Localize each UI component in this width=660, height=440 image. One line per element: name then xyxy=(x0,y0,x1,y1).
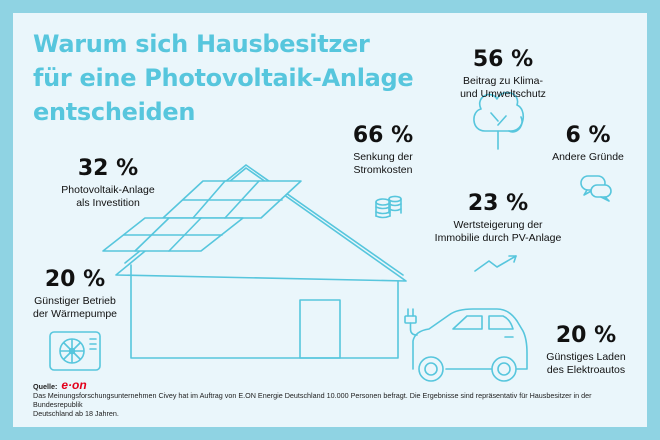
stat-strom-line-2: Stromkosten xyxy=(353,164,413,176)
title-line-1: Warum sich Hausbesitzer xyxy=(33,30,370,58)
stat-wert-line-1: Wertsteigerung der xyxy=(453,219,543,231)
eon-logo: e·on xyxy=(61,378,87,392)
source-note-line-2: Deutschland ab 18 Jahren. xyxy=(33,409,119,418)
source-label: Quelle: xyxy=(33,382,58,391)
stat-invest-label: Photovoltaik-Anlage als Investition xyxy=(33,184,183,210)
title-line-2: für eine Photovoltaik-Anlage xyxy=(33,64,414,92)
stat-invest-percent: 32 % xyxy=(77,156,139,181)
title-line-3: entscheiden xyxy=(33,98,196,126)
stat-klima-percent: 56 % xyxy=(472,47,534,72)
page-title: Warum sich Hausbesitzer für eine Photovo… xyxy=(33,27,453,129)
speech-bubbles-icon xyxy=(580,175,612,202)
tree-icon xyxy=(473,91,524,150)
stat-waerme: 20 % Günstiger Betrieb der Wärmepumpe xyxy=(13,267,140,321)
stat-laden-percent: 20 % xyxy=(555,323,617,348)
stat-laden-label: Günstiges Laden des Elektroautos xyxy=(531,351,641,377)
stat-laden: 20 % Günstiges Laden des Elektroautos xyxy=(531,323,641,377)
solar-house-icon xyxy=(102,164,407,359)
stat-waerme-line-1: Günstiger Betrieb xyxy=(34,295,116,307)
source-note: Quelle: e·on Das Meinungsforschungsunter… xyxy=(33,378,633,418)
stat-invest-line-1: Photovoltaik-Anlage xyxy=(61,184,155,196)
stat-strom-percent: 66 % xyxy=(352,123,414,148)
stat-strom-line-1: Senkung der xyxy=(353,151,413,163)
stat-klima-line-1: Beitrag zu Klima- xyxy=(463,75,543,87)
stat-strom-label: Senkung der Stromkosten xyxy=(318,151,448,177)
source-note-line-1: Das Meinungsforschungsunternehmen Civey … xyxy=(33,391,592,409)
ev-plug-icon xyxy=(404,308,418,336)
electric-car-icon xyxy=(412,308,528,382)
stat-waerme-label: Günstiger Betrieb der Wärmepumpe xyxy=(13,295,140,321)
source-header: Quelle: e·on xyxy=(33,378,633,392)
stat-klima-label: Beitrag zu Klima- und Umweltschutz xyxy=(428,75,578,101)
stat-andere: 6 % Andere Gründe xyxy=(538,123,638,164)
stat-waerme-line-2: der Wärmepumpe xyxy=(32,308,118,320)
stat-wert-line-2: Immobilie durch PV-Anlage xyxy=(434,232,562,244)
trend-arrow-icon xyxy=(474,255,517,272)
stat-laden-line-2: des Elektroautos xyxy=(546,364,626,376)
coins-icon xyxy=(375,195,402,219)
heat-pump-icon xyxy=(49,331,101,371)
stat-waerme-percent: 20 % xyxy=(44,267,106,292)
stat-strom: 66 % Senkung der Stromkosten xyxy=(318,123,448,177)
stat-wert-label: Wertsteigerung der Immobilie durch PV-An… xyxy=(413,219,583,245)
stat-andere-percent: 6 % xyxy=(565,123,611,148)
stat-wert-percent: 23 % xyxy=(467,191,529,216)
stat-wert: 23 % Wertsteigerung der Immobilie durch … xyxy=(413,191,583,245)
stat-invest: 32 % Photovoltaik-Anlage als Investition xyxy=(33,156,183,210)
stat-andere-line-1: Andere Gründe xyxy=(552,151,624,163)
stat-invest-line-2: als Investition xyxy=(76,197,140,209)
stat-klima-line-2: und Umweltschutz xyxy=(460,88,546,100)
stat-andere-label: Andere Gründe xyxy=(538,151,638,164)
infographic-panel: Warum sich Hausbesitzer für eine Photovo… xyxy=(13,13,647,427)
illustrations xyxy=(49,91,612,382)
stat-klima: 56 % Beitrag zu Klima- und Umweltschutz xyxy=(428,47,578,101)
stat-laden-line-1: Günstiges Laden xyxy=(546,351,626,363)
